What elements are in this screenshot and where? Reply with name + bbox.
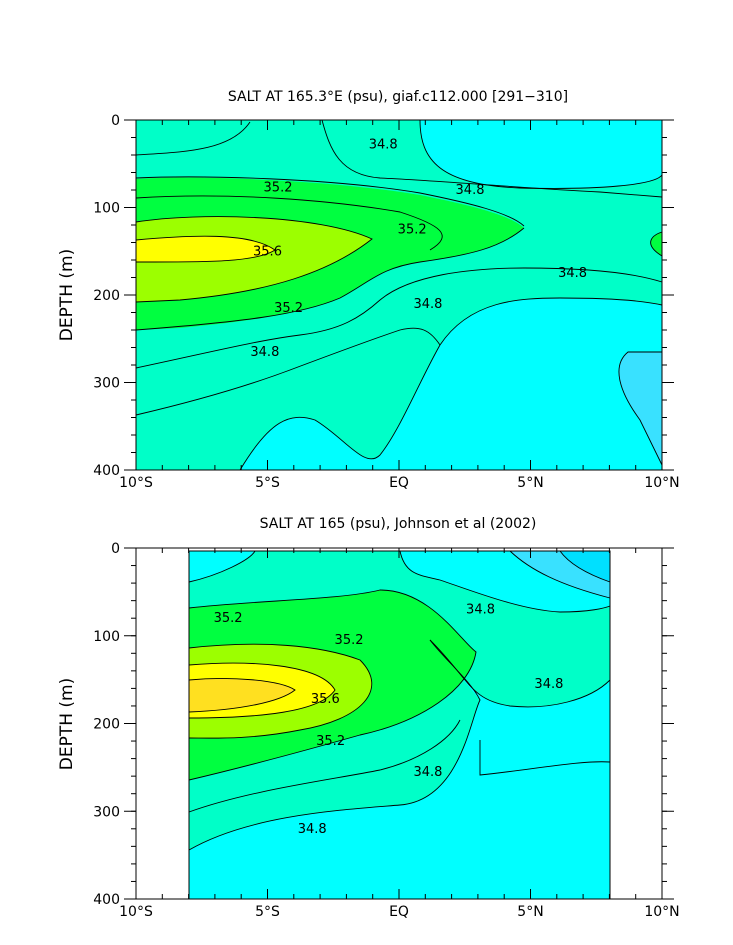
contour-label: 34.8 [456, 183, 485, 198]
contour-bot-f [188, 639, 481, 851]
top-contours [135, 119, 663, 471]
contour-label: 34.8 [369, 138, 398, 153]
contour-label: 35.2 [214, 611, 243, 626]
contour-bot-l [479, 740, 611, 776]
y-tick-label: 400 [93, 892, 120, 908]
contour-label: 35.6 [311, 692, 340, 707]
y-tick-label: 100 [93, 629, 120, 645]
bottom-chart-title: SALT AT 165 (psu), Johnson et al (2002) [260, 516, 537, 532]
contour-top-d [135, 216, 373, 303]
contour-bot-j [559, 550, 611, 583]
x-tick-label: 10°N [644, 904, 679, 920]
contour-bot-a [188, 550, 256, 583]
fill-35-8 [189, 678, 295, 712]
contour-label: 35.2 [398, 222, 427, 237]
y-tick-label: 0 [111, 541, 120, 557]
contour-top-l [618, 351, 663, 466]
y-tick-label: 100 [93, 201, 120, 217]
contour-bot-h [399, 550, 611, 613]
top-contour-labels: 34.8 34.8 34.8 34.8 34.8 35.2 35.2 35.2 35.6 [250, 138, 587, 360]
contour-bot-e [188, 678, 296, 713]
contour-top-f [135, 227, 525, 331]
fill-34-6 [618, 352, 662, 465]
bottom-axis-ticks: 10°S 5°S EQ 5°N 10°N 0 100 200 300 400 [93, 541, 679, 920]
contour-label: 35.2 [316, 734, 345, 749]
y-tick-label: 0 [111, 113, 120, 129]
contour-top-a [135, 121, 251, 156]
fill-34-8-lower [240, 298, 662, 470]
bottom-panel: SALT AT 165 (psu), Johnson et al (2002) [57, 516, 680, 920]
fill-34-8-lower [189, 640, 610, 899]
contour-label: 34.8 [466, 602, 495, 617]
contour-bot-b [188, 589, 477, 781]
top-panel: SALT AT 165.3°E (psu), giaf.c112.000 [29… [57, 89, 680, 491]
x-tick-label: 5°N [517, 475, 543, 491]
contour-top-g [135, 267, 663, 369]
fill-35-6 [136, 236, 275, 263]
x-tick-label: EQ [389, 475, 409, 491]
fill-34-8-upper [420, 120, 662, 189]
y-tick-label: 300 [93, 804, 120, 820]
x-tick-label: 10°S [119, 904, 153, 920]
y-tick-label: 300 [93, 376, 120, 392]
contour-label: 35.2 [335, 633, 364, 648]
y-tick-label: 200 [93, 717, 120, 733]
contour-bot-g [188, 719, 461, 813]
contour-label: 34.8 [413, 765, 442, 780]
y-tick-label: 400 [93, 463, 120, 479]
contour-label: 35.2 [264, 180, 293, 195]
bottom-contours [188, 550, 611, 851]
contour-top-h [135, 327, 441, 416]
contour-label: 34.8 [250, 345, 279, 360]
x-tick-label: 5°S [255, 904, 280, 920]
contour-label: 35.6 [253, 244, 282, 259]
contour-label: 35.2 [274, 301, 303, 316]
contour-top-c [135, 195, 443, 251]
contour-label: 34.8 [413, 297, 442, 312]
contour-top-k [239, 297, 663, 471]
contour-label: 34.8 [558, 266, 587, 281]
x-tick-label: 5°S [255, 475, 280, 491]
bottom-y-axis-label: DEPTH (m) [57, 678, 77, 770]
contour-bot-d [188, 662, 336, 719]
bottom-plot-fill [189, 551, 610, 899]
contour-label: 34.8 [534, 677, 563, 692]
bottom-contour-labels: 34.8 34.8 34.8 34.8 35.2 35.2 35.2 35.6 [214, 602, 564, 836]
fill-34-8-left [189, 551, 255, 582]
top-axis-ticks: 10°S 5°S EQ 5°N 10°N 0 100 200 300 400 [93, 113, 679, 491]
top-y-axis-label: DEPTH (m) [57, 249, 77, 341]
contour-bot-i [509, 550, 611, 599]
y-tick-label: 200 [93, 288, 120, 304]
x-tick-label: EQ [389, 904, 409, 920]
contour-top-j [321, 119, 663, 198]
contour-label: 34.8 [298, 822, 327, 837]
contour-bot-c [188, 643, 373, 739]
contour-top-i [419, 119, 663, 189]
top-chart-title: SALT AT 165.3°E (psu), giaf.c112.000 [29… [228, 89, 568, 105]
contour-top-b [135, 176, 525, 227]
contour-top-m [650, 231, 663, 257]
contour-top-e [135, 235, 276, 263]
top-plot-fill [136, 120, 662, 470]
x-tick-label: 10°N [644, 475, 679, 491]
fill-34-4 [560, 551, 610, 582]
x-tick-label: 5°N [517, 904, 543, 920]
contour-bot-k [429, 639, 611, 708]
x-tick-label: 10°S [119, 475, 153, 491]
fill-35-2-east [650, 232, 662, 256]
